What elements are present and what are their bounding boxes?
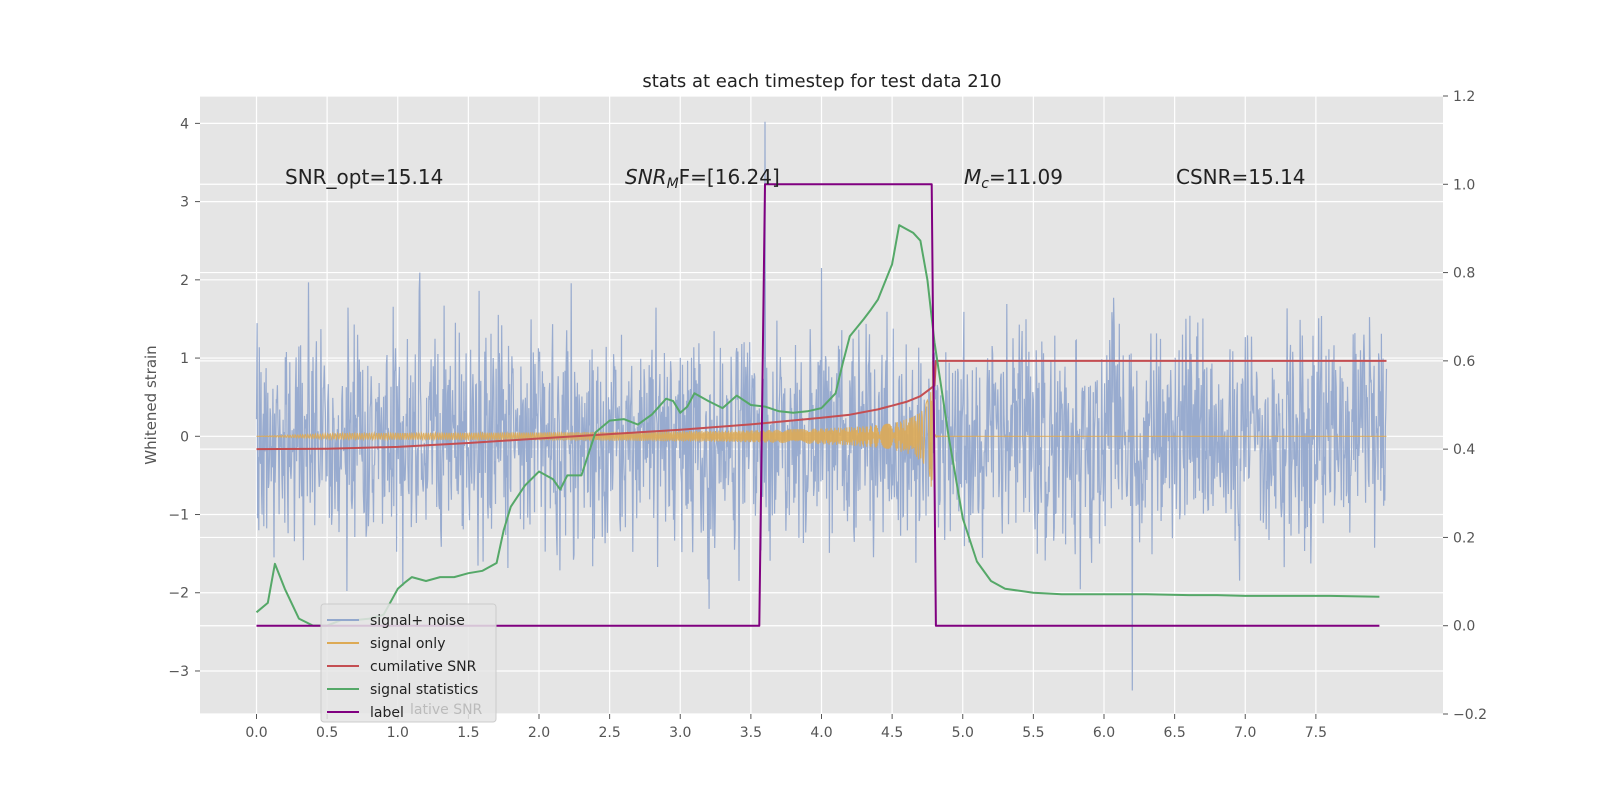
snr-mf-prefix: SNR [625, 165, 667, 189]
x-tick-label: 6.5 [1163, 725, 1185, 741]
mc-rest: =11.09 [989, 165, 1063, 189]
x-tick-label: 1.5 [457, 725, 479, 741]
snr-mf-sub: M [667, 176, 679, 192]
y-right-tick-label: −0.2 [1453, 707, 1487, 723]
x-tick-label: 6.0 [1093, 725, 1115, 741]
mc-annotation: Mc=11.09 [964, 165, 1063, 192]
y-right-tick-label: 1.0 [1453, 177, 1475, 193]
legend-label-signal-only: signal only [370, 636, 445, 652]
y-right-tick-label: 0.4 [1453, 442, 1475, 458]
y-left-tick-label: 1 [180, 351, 189, 367]
snr-mf-annotation: SNRMF=[16.24] [625, 165, 780, 192]
y-axis-label: Whitened strain [142, 345, 160, 464]
y-left-tick-label: −2 [168, 586, 189, 602]
legend-label-cumilative-snr: cumilative SNR [370, 659, 477, 675]
x-tick-label: 2.5 [598, 725, 620, 741]
x-tick-label: 7.0 [1234, 725, 1256, 741]
y-left-tick-label: −3 [168, 664, 189, 680]
x-tick-label: 4.5 [881, 725, 903, 741]
x-tick-label: 5.0 [952, 725, 974, 741]
x-tick-label: 5.5 [1022, 725, 1044, 741]
y-left-axis-ticks: −3 −2 −1 0 1 2 3 4 [168, 116, 200, 680]
x-tick-label: 7.5 [1305, 725, 1327, 741]
y-right-axis-ticks: −0.2 0.0 0.2 0.4 0.6 0.8 1.0 1.2 [1443, 89, 1487, 723]
y-left-tick-label: 0 [180, 429, 189, 445]
y-right-tick-label: 0.8 [1453, 266, 1475, 282]
x-tick-label: 0.5 [316, 725, 338, 741]
x-axis-ticks: 0.0 0.5 1.0 1.5 2.0 2.5 3.0 3.5 4.0 4.5 5.0 5.5 6.0 6… [245, 714, 1327, 741]
y-right-tick-label: 0.0 [1453, 619, 1475, 635]
series-signal-statistics [255, 224, 1380, 627]
legend-label-signal-noise: signal+ noise [370, 613, 465, 629]
series-cumilative-snr [256, 359, 1387, 451]
csnr-annotation: CSNR=15.14 [1176, 165, 1306, 189]
mc-sub: c [981, 176, 989, 192]
y-left-tick-label: −1 [168, 508, 189, 524]
snr-opt-annotation: SNR_opt=15.14 [285, 165, 443, 189]
series-layer [255, 121, 1388, 691]
chart-title: stats at each timestep for test data 210 [642, 71, 1001, 92]
legend-box [320, 603, 497, 723]
y-left-tick-label: 3 [180, 195, 189, 211]
y-right-tick-label: 0.6 [1453, 354, 1475, 370]
series-label [256, 183, 1380, 627]
legend-label-signal-statistics: signal statistics [370, 682, 478, 698]
x-tick-label: 0.0 [245, 725, 267, 741]
snr-mf-rest: F=[16.24] [679, 165, 780, 189]
y-right-tick-label: 0.2 [1453, 530, 1475, 546]
y-left-tick-label: 2 [180, 273, 189, 289]
y-left-tick-label: 4 [180, 116, 189, 132]
x-tick-label: 3.0 [669, 725, 691, 741]
legend: lative SNR signal+ noise signal only cumil… [320, 603, 497, 723]
x-tick-label: 1.0 [387, 725, 409, 741]
x-tick-label: 2.0 [528, 725, 550, 741]
mc-prefix: M [964, 165, 981, 189]
x-tick-label: 4.0 [810, 725, 832, 741]
legend-items: signal+ noise signal only cumilative SNR si… [327, 613, 478, 721]
legend-ghost-text: lative SNR [410, 702, 483, 718]
y-right-tick-label: 1.2 [1453, 89, 1475, 105]
legend-label-label: label [370, 705, 404, 721]
x-tick-label: 3.5 [740, 725, 762, 741]
series-signal-only [256, 360, 1387, 487]
